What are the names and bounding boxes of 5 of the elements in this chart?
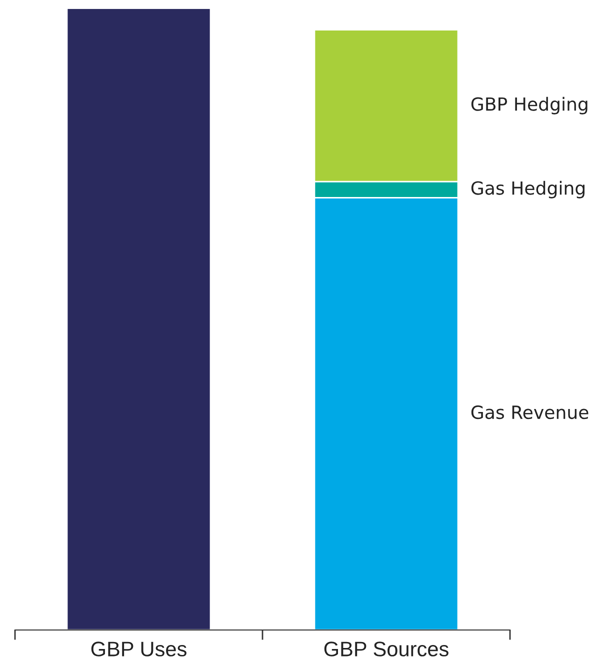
x-tick-label: GBP Sources — [324, 642, 448, 656]
series-label: Gas Revenue — [471, 405, 588, 420]
x-tick-label: GBP Uses — [91, 642, 186, 656]
series-label: GBP Hedging — [471, 96, 588, 114]
series-label: Gas Hedging — [471, 180, 584, 198]
